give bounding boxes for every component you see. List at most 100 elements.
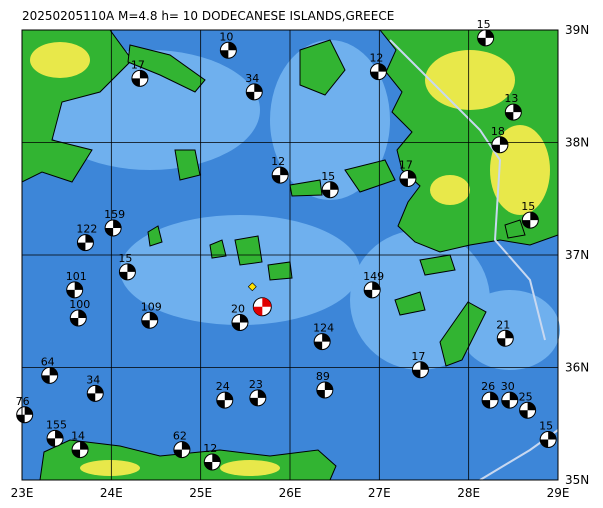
- focal-mechanism: [249, 389, 267, 407]
- depth-label: 24: [216, 380, 230, 393]
- depth-label: 101: [66, 270, 87, 283]
- focal-mechanism: [66, 281, 84, 299]
- ball-quadrant: [220, 42, 237, 59]
- ball-quadrant: [314, 333, 331, 350]
- ball-quadrant: [47, 430, 64, 447]
- depth-label: 30: [501, 380, 515, 393]
- focal-mechanism: [363, 281, 381, 299]
- focal-mechanism: [104, 219, 122, 237]
- depth-label: 18: [491, 125, 505, 138]
- focal-mechanism: [519, 401, 537, 419]
- focal-mechanism: [481, 391, 499, 409]
- depth-label: 13: [504, 92, 518, 105]
- ball-quadrant: [131, 70, 148, 87]
- ball-quadrant: [505, 104, 522, 121]
- focal-mechanism: [203, 453, 221, 471]
- x-tick-label: 23E: [11, 486, 34, 500]
- focal-mechanism: [141, 311, 159, 329]
- focal-mechanism: [399, 170, 417, 187]
- ball-quadrant: [522, 212, 539, 229]
- ball-quadrant: [231, 314, 248, 331]
- depth-label: 12: [203, 442, 217, 455]
- ball-quadrant: [77, 234, 94, 251]
- focal-mechanism: [504, 103, 522, 121]
- depth-label: 26: [481, 380, 495, 393]
- depth-label: 64: [41, 355, 55, 368]
- x-tick-label: 26E: [279, 486, 302, 500]
- focal-mechanism: [118, 263, 136, 281]
- focal-mechanism: [131, 69, 149, 87]
- focal-mechanism: [86, 384, 104, 402]
- ball-quadrant: [253, 297, 272, 316]
- focal-mechanism: [71, 441, 89, 459]
- ball-quadrant: [246, 83, 263, 100]
- ball-quadrant: [105, 220, 122, 236]
- ball-quadrant: [16, 406, 33, 423]
- depth-label: 10: [219, 30, 233, 43]
- focal-mechanism: [69, 309, 87, 327]
- depth-label: 109: [141, 300, 162, 313]
- focal-mechanism: [491, 136, 509, 154]
- depth-label: 15: [477, 18, 491, 31]
- ball-quadrant: [173, 441, 190, 458]
- depth-label: 15: [118, 252, 132, 265]
- focal-mechanism: [313, 333, 331, 351]
- focal-mechanism: [521, 211, 539, 229]
- focal-mechanism: [316, 381, 334, 399]
- depth-label: 122: [76, 223, 97, 236]
- depth-label: 12: [369, 52, 383, 65]
- depth-label: 14: [71, 430, 85, 443]
- focal-mechanism: [41, 366, 59, 384]
- boundary: [389, 39, 546, 341]
- ball-quadrant: [497, 330, 514, 347]
- focal-mechanism: [496, 329, 514, 347]
- depth-label: 100: [69, 298, 90, 311]
- focal-mechanism: [321, 181, 339, 199]
- y-tick-label: 37N: [565, 248, 589, 262]
- depth-label: 124: [313, 322, 334, 335]
- focal-mechanism: [245, 83, 263, 101]
- focal-mechanism: [369, 63, 387, 81]
- x-tick-label: 27E: [368, 486, 391, 500]
- ball-quadrant: [540, 431, 557, 448]
- depth-label: 17: [411, 350, 425, 363]
- ball-quadrant: [399, 170, 416, 187]
- ball-quadrant: [41, 367, 58, 384]
- ball-quadrant: [370, 63, 387, 80]
- ball-quadrant: [72, 441, 89, 458]
- focal-mechanism: [46, 429, 64, 447]
- y-tick-label: 36N: [565, 361, 589, 375]
- ball-quadrant: [364, 281, 381, 298]
- x-tick-label: 28E: [457, 486, 480, 500]
- x-tick-label: 29E: [547, 486, 570, 500]
- depth-label: 15: [321, 170, 335, 183]
- frame: [21, 29, 559, 481]
- focal-mechanism: [216, 391, 234, 409]
- x-tick-label: 24E: [100, 486, 123, 500]
- ball-quadrant: [249, 389, 266, 406]
- ball-quadrant: [66, 281, 83, 298]
- focal-mechanism: [477, 29, 495, 47]
- y-tick-label: 39N: [565, 23, 589, 37]
- ball-quadrant: [477, 29, 494, 46]
- ball-quadrant: [491, 136, 508, 153]
- ball-quadrant: [316, 382, 333, 398]
- depth-label: 76: [16, 395, 30, 408]
- ball-quadrant: [519, 402, 536, 419]
- depth-label: 25: [519, 390, 533, 403]
- title: 20250205110A M=4.8 h= 10 DODECANESE ISLA…: [22, 9, 394, 23]
- depth-label: 20: [231, 303, 245, 316]
- focal-mechanism: [539, 431, 557, 448]
- x-tick-label: 25E: [189, 486, 212, 500]
- depth-label: 17: [131, 58, 145, 71]
- depth-label: 155: [46, 418, 67, 431]
- ball-quadrant: [272, 167, 289, 184]
- depth-label: 149: [363, 270, 384, 283]
- depth-label: 12: [271, 155, 285, 168]
- focal-mechanism: [411, 361, 429, 379]
- depth-label: 17: [399, 159, 413, 172]
- depth-label: 62: [173, 430, 187, 443]
- ball-quadrant: [119, 263, 136, 280]
- focal-mechanism: [219, 41, 237, 59]
